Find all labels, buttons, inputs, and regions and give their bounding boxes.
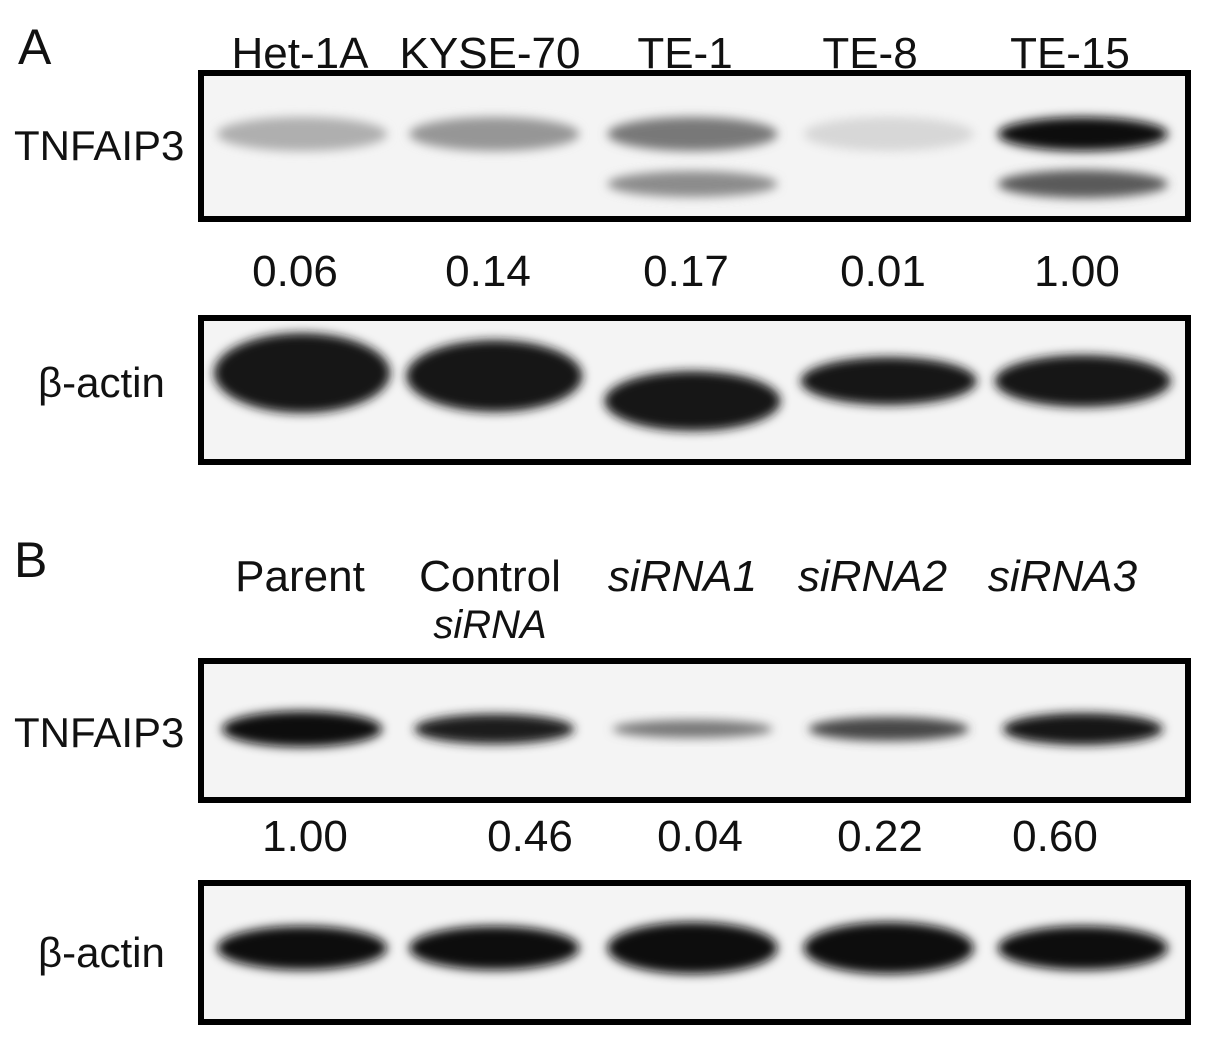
lane-label-sirna3: siRNA3 [987, 552, 1138, 601]
band-b-tnfaip3-0 [222, 711, 383, 747]
band-b-actin-2 [607, 922, 778, 974]
value-b-1: 0.46 [487, 812, 573, 861]
band-a-actin-4 [994, 355, 1171, 407]
row-label-actin-a: β-actin [38, 359, 165, 406]
value-b-3: 0.22 [837, 812, 923, 861]
band-a-tnfaip3-lower-2 [607, 171, 778, 197]
band-b-actin-0 [217, 926, 388, 970]
value-b-4: 0.60 [1012, 812, 1098, 861]
band-a-actin-1 [406, 340, 583, 412]
value-a-4: 1.00 [1034, 247, 1120, 296]
band-b-tnfaip3-3 [808, 717, 969, 741]
band-a-tnfaip3-2 [607, 117, 778, 151]
lane-label-het-1a: Het-1A [231, 29, 369, 78]
band-b-tnfaip3-4 [1002, 713, 1163, 745]
value-a-2: 0.17 [643, 247, 729, 296]
blot-b-actin [198, 880, 1191, 1025]
band-a-tnfaip3-4 [997, 117, 1168, 151]
value-a-3: 0.01 [840, 247, 926, 296]
band-b-actin-3 [803, 922, 974, 974]
value-a-0: 0.06 [252, 247, 338, 296]
panel-b-letter: B [14, 532, 48, 588]
lane-label-kyse-70: KYSE-70 [399, 29, 581, 78]
band-a-actin-0 [214, 333, 391, 413]
lane-label-control: Control [419, 552, 561, 601]
lane-label-te-15: TE-15 [1010, 29, 1130, 78]
row-label-actin-b: β-actin [38, 929, 165, 976]
band-b-actin-4 [997, 926, 1168, 970]
blot-a-tnfaip3 [198, 70, 1191, 222]
lane-label-parent: Parent [235, 552, 365, 601]
blot-b-tnfaip3 [198, 658, 1191, 803]
value-b-0: 1.00 [262, 812, 348, 861]
panel-a-letter: A [18, 19, 52, 75]
lane-label-sirna1: siRNA1 [607, 552, 758, 601]
band-b-tnfaip3-1 [414, 714, 575, 744]
band-a-actin-2 [604, 371, 781, 431]
row-label-tnfaip3-b: TNFAIP3 [14, 709, 185, 756]
value-b-2: 0.04 [657, 812, 743, 861]
lane-label-te-8: TE-8 [822, 29, 918, 78]
row-label-tnfaip3-a: TNFAIP3 [14, 122, 185, 169]
band-a-tnfaip3-0 [217, 117, 388, 151]
lane-label-te-1: TE-1 [637, 29, 733, 78]
band-b-tnfaip3-2 [612, 720, 773, 738]
band-a-tnfaip3-3 [803, 117, 974, 151]
lane-label-control-sub: siRNA [433, 603, 547, 647]
band-a-actin-3 [800, 357, 977, 405]
lane-label-sirna2: siRNA2 [797, 552, 948, 601]
value-a-1: 0.14 [445, 247, 531, 296]
band-b-actin-1 [409, 926, 580, 970]
blot-a-actin [198, 315, 1191, 465]
band-a-tnfaip3-lower-4 [997, 170, 1168, 198]
band-a-tnfaip3-1 [409, 117, 580, 151]
